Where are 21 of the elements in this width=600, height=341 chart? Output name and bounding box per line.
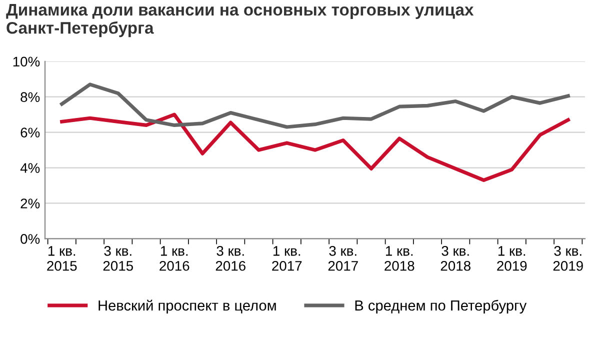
- x-tick-label: 3 кв. 2016: [216, 246, 246, 271]
- line-series: [60, 112, 570, 182]
- legend-label: В среднем по Петербургу: [355, 300, 527, 314]
- x-tick-label: 3 кв. 2015: [103, 246, 133, 271]
- line-series: [60, 82, 570, 129]
- x-tick-label: 1 кв. 2015: [47, 246, 77, 271]
- x-tick-label: 1 кв. 2016: [160, 246, 190, 271]
- x-tick-label: 3 кв. 2017: [328, 246, 358, 271]
- y-tick-label: 4%: [20, 163, 40, 173]
- x-tick-label: 1 кв. 2018: [384, 246, 414, 271]
- y-tick-label: 10%: [13, 56, 40, 67]
- y-tick-label: 2%: [20, 198, 40, 208]
- y-tick-label: 6%: [20, 128, 40, 138]
- x-tick-label: 3 кв. 2019: [553, 246, 583, 271]
- x-tick-label: 1 кв. 2017: [272, 246, 302, 271]
- chart-title: Динамика доли вакансии на основных торговых улицах Санкт-Петербурга: [6, 4, 474, 38]
- x-tick-label: 1 кв. 2019: [497, 246, 527, 271]
- legend-label: Невский проспект в целом: [98, 300, 276, 314]
- y-tick-label: 0%: [20, 234, 40, 244]
- y-tick-label: 8%: [20, 92, 40, 102]
- x-tick-label: 3 кв. 2018: [440, 246, 470, 271]
